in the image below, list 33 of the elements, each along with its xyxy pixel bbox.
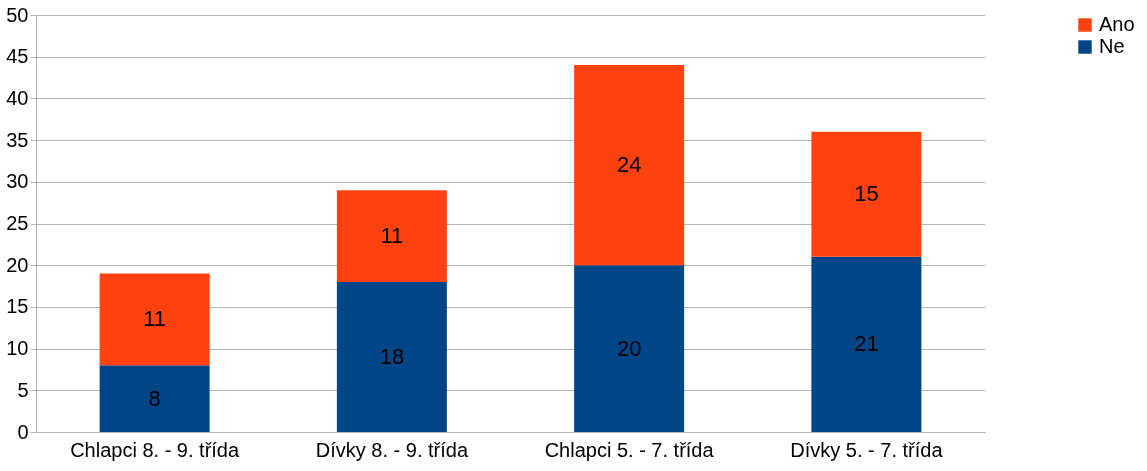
y-tick-label: 5: [17, 378, 29, 401]
x-tick-label: Chlapci 5. - 7. třída: [544, 438, 715, 461]
data-label: 24: [616, 152, 642, 178]
bar: [336, 281, 447, 432]
bar: [99, 273, 210, 366]
y-tick-label: 0: [17, 420, 29, 443]
y-tick-label: 45: [6, 45, 29, 68]
data-label: 8: [148, 385, 161, 411]
bar: [811, 131, 922, 257]
bar: [811, 256, 922, 432]
x-tick-label: Chlapci 8. - 9. třída: [70, 438, 240, 461]
y-tick-label: 25: [6, 212, 29, 234]
bar: [336, 190, 447, 282]
y-tick-label: 35: [6, 128, 29, 151]
y-tick-label: 10: [6, 337, 29, 360]
data-label: 20: [616, 335, 642, 361]
data-label: 15: [854, 181, 879, 207]
y-tick-label: 15: [6, 295, 29, 318]
data-label: 18: [379, 343, 405, 369]
y-tick-label: 30: [6, 170, 29, 193]
legend-label: Ano: [1099, 13, 1135, 35]
x-tick-label: Dívky 5. - 7. třída: [790, 438, 944, 461]
data-label: 21: [854, 331, 879, 357]
y-tick-label: 20: [6, 253, 29, 276]
bar: [574, 65, 685, 266]
data-label: 11: [143, 306, 167, 332]
y-tick-label: 40: [6, 86, 29, 109]
bar: [574, 265, 685, 432]
y-tick-label: 50: [6, 3, 29, 26]
legend-label: Ne: [1099, 35, 1125, 57]
x-tick-label: Dívky 8. - 9. třída: [315, 438, 469, 461]
bar: [99, 365, 210, 432]
data-label: 11: [380, 223, 404, 249]
